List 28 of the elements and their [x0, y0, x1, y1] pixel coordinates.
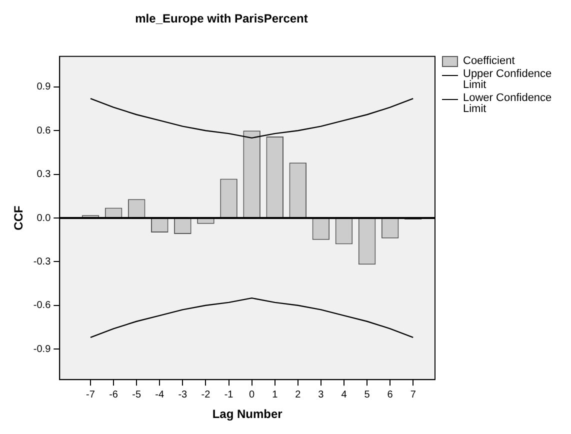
x-tick-label: 5 [364, 389, 370, 400]
x-tick-label: -3 [178, 389, 188, 400]
x-tick-label: 2 [295, 389, 302, 400]
y-tick-label: -0.6 [33, 300, 52, 312]
y-tick-label: 0.6 [36, 125, 52, 136]
x-tick-label: 6 [387, 389, 394, 400]
x-tick-label: -7 [86, 389, 96, 400]
x-tick-label: -1 [224, 389, 234, 400]
x-tick-label: 7 [410, 389, 416, 400]
legend-label: Coefficient [463, 55, 516, 67]
x-tick-label: -6 [109, 389, 118, 400]
chart-title: mle_Europe with ParisPercent [135, 12, 308, 26]
legend-label: Upper Confidence Limit [463, 68, 553, 91]
x-tick-label: 0 [249, 389, 256, 400]
x-axis-title: Lag Number [212, 407, 283, 422]
x-tick-label: -2 [201, 389, 211, 400]
y-tick-label: 0.3 [36, 169, 52, 180]
y-tick-label: 0.9 [36, 82, 52, 93]
x-tick-label: 4 [341, 389, 348, 400]
y-tick-label: -0.9 [33, 344, 52, 355]
x-tick-label: -4 [155, 389, 165, 400]
x-tick-label: 1 [272, 389, 278, 400]
y-tick-label: -0.3 [33, 256, 52, 268]
legend-label: Lower Confidence Limit [463, 92, 553, 115]
x-tick-label: 3 [318, 389, 324, 400]
x-tick-label: -5 [132, 389, 142, 400]
y-tick-label: 0.0 [36, 212, 52, 224]
y-axis-title: CCF [12, 206, 26, 230]
